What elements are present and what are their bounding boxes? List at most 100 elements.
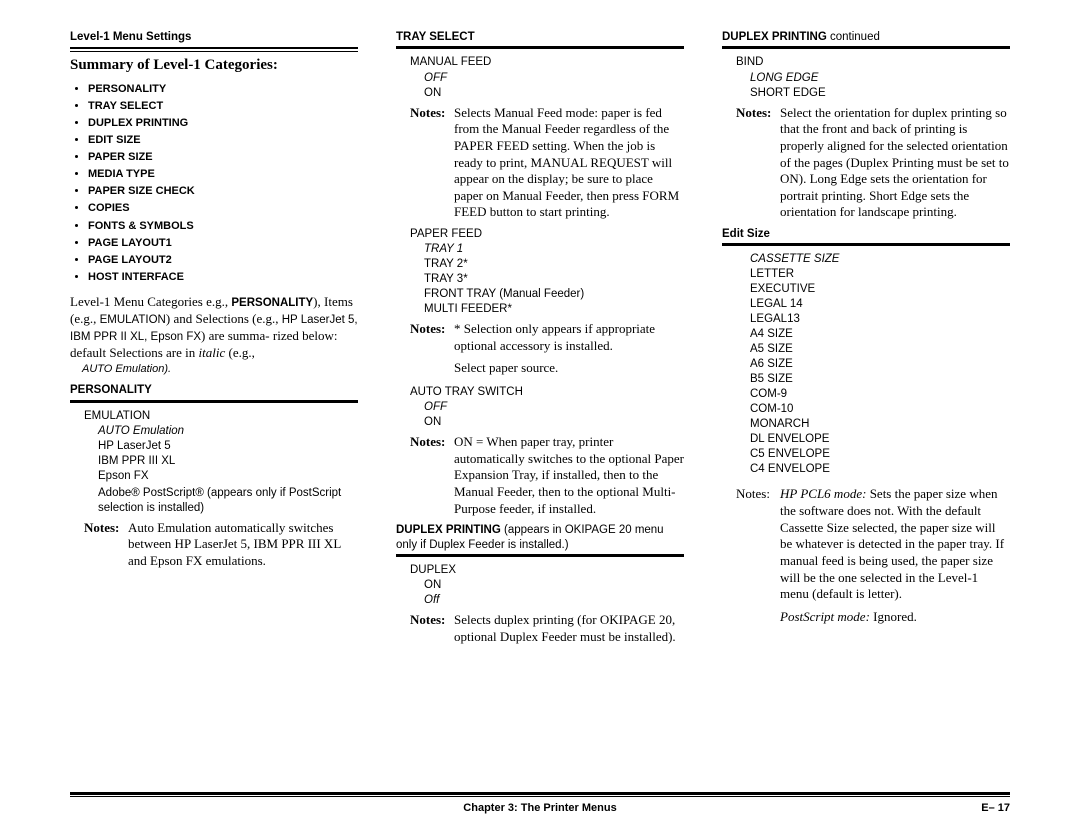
column-container: Level-1 Menu Settings Summary of Level-1… [70,30,1010,762]
text: ) and Selections (e.g., [166,311,282,326]
option: IBM PPR III XL [98,454,358,469]
option-list: CASSETTE SIZE LETTER EXECUTIVE LEGAL 14 … [750,252,1010,476]
notes-row: Notes: HP PCL6 mode: Sets the paper size… [736,486,1010,602]
list-item: HOST INTERFACE [88,269,358,286]
category-head-duplex-continued: DUPLEX PRINTING continued [722,30,1010,44]
rule-icon [70,47,358,49]
text-italic: italic [199,345,226,360]
option-list: TRAY 1 TRAY 2* TRAY 3* FRONT TRAY (Manua… [424,242,684,317]
text: Level-1 Menu Categories e.g., [70,294,231,309]
column-3: DUPLEX PRINTING continued BIND LONG EDGE… [722,30,1010,762]
summary-title: Summary of Level-1 Categories: [70,56,358,75]
option-default: AUTO Emulation [98,424,358,439]
option: Epson FX [98,469,358,484]
list-item: PAPER SIZE CHECK [88,183,358,200]
notes-label: Notes: [736,486,780,602]
option-default: TRAY 1 [424,242,684,257]
notes-row: Notes: Selects Manual Feed mode: paper i… [410,105,684,221]
notes-label: Notes: [84,520,128,570]
notes-body: Selects duplex printing (for OKIPAGE 20,… [454,612,684,645]
option: A6 SIZE [750,357,1010,372]
category-rule-icon [722,46,1010,49]
footer-chapter: Chapter 3: The Printer Menus [463,802,616,814]
item-bind: BIND [736,55,1010,69]
category-head-duplex-printing: DUPLEX PRINTING (appears in OKIPAGE 20 m… [396,523,684,552]
notes-body: ON = When paper tray, printer automatica… [454,434,684,517]
option: COM-9 [750,387,1010,402]
notes-row: Notes: Selects duplex printing (for OKIP… [410,612,684,645]
notes-body: * Selection only appears if appropriate … [454,321,684,354]
list-item: PAPER SIZE [88,149,358,166]
text: PERSONALITY [231,297,313,309]
option-list: OFF ON [424,400,684,430]
list-item: PERSONALITY [88,81,358,98]
italic-note: AUTO Emulation). [82,363,358,377]
option: ON [424,578,684,593]
option-list: OFF ON [424,71,684,101]
option: A4 SIZE [750,327,1010,342]
option-list: AUTO Emulation HP LaserJet 5 IBM PPR III… [98,424,358,484]
option: EXECUTIVE [750,282,1010,297]
notes-label: Notes: [410,612,454,645]
text: Sets the paper size when the software do… [780,486,1004,601]
category-bullet-list: PERSONALITY TRAY SELECT DUPLEX PRINTING … [70,81,358,286]
category-head-tray-select: TRAY SELECT [396,30,684,44]
text: continued [827,31,880,43]
option: A5 SIZE [750,342,1010,357]
rule-thin-icon [70,51,358,52]
option: MULTI FEEDER* [424,302,684,317]
text: DUPLEX PRINTING [722,31,827,43]
option: DL ENVELOPE [750,432,1010,447]
item-duplex: DUPLEX [410,563,684,577]
option: LETTER [750,267,1010,282]
notes-label: Notes: [410,321,454,354]
option: LEGAL13 [750,312,1010,327]
option-list: LONG EDGE SHORT EDGE [750,71,1010,101]
option: TRAY 2* [424,257,684,272]
document-page: Level-1 Menu Settings Summary of Level-1… [0,0,1080,834]
intro-paragraph: Level-1 Menu Categories e.g., PERSONALIT… [70,294,358,362]
category-head-edit-size: Edit Size [722,227,1010,241]
text-italic: PostScript mode: [780,609,870,624]
option-list: ON Off [424,578,684,608]
category-rule-icon [396,554,684,557]
list-item: EDIT SIZE [88,132,358,149]
option: FRONT TRAY (Manual Feeder) [424,287,684,302]
text: (e.g., [225,345,255,360]
option: B5 SIZE [750,372,1010,387]
notes-row: Notes: Auto Emulation automatically swit… [84,520,358,570]
option: HP LaserJet 5 [98,439,358,454]
column-1: Level-1 Menu Settings Summary of Level-1… [70,30,358,762]
option: ON [424,415,684,430]
option: C5 ENVELOPE [750,447,1010,462]
list-item: PAGE LAYOUT1 [88,235,358,252]
list-item: PAGE LAYOUT2 [88,252,358,269]
item-emulation: EMULATION [84,409,358,423]
footer-rule-thin-icon [70,796,1010,797]
notes-label: Notes: [410,434,454,517]
text: DUPLEX PRINTING [396,524,501,536]
list-item: DUPLEX PRINTING [88,115,358,132]
notes-row: Notes: * Selection only appears if appro… [410,321,684,354]
text: EMULATION [100,314,166,326]
footer-page-number: E– 17 [617,802,1010,814]
page-footer: Chapter 3: The Printer Menus E– 17 [70,792,1010,814]
option: C4 ENVELOPE [750,462,1010,477]
option-default: LONG EDGE [750,71,1010,86]
notes-label: Notes: [736,105,780,221]
option-default: Off [424,593,684,608]
option: ON [424,86,684,101]
item-manual-feed: MANUAL FEED [410,55,684,69]
item-paper-feed: PAPER FEED [410,227,684,241]
category-rule-icon [396,46,684,49]
notes-body: Auto Emulation automatically switches be… [128,520,358,570]
notes-row: Notes: ON = When paper tray, printer aut… [410,434,684,517]
notes-body: HP PCL6 mode: Sets the paper size when t… [780,486,1010,602]
column-2: TRAY SELECT MANUAL FEED OFF ON Notes: Se… [396,30,684,762]
notes-label: Notes: [410,105,454,221]
text: * Selection only appears if appropriate … [454,321,655,353]
option: LEGAL 14 [750,297,1010,312]
list-item: FONTS & SYMBOLS [88,218,358,235]
list-item: COPIES [88,200,358,217]
option: SHORT EDGE [750,86,1010,101]
